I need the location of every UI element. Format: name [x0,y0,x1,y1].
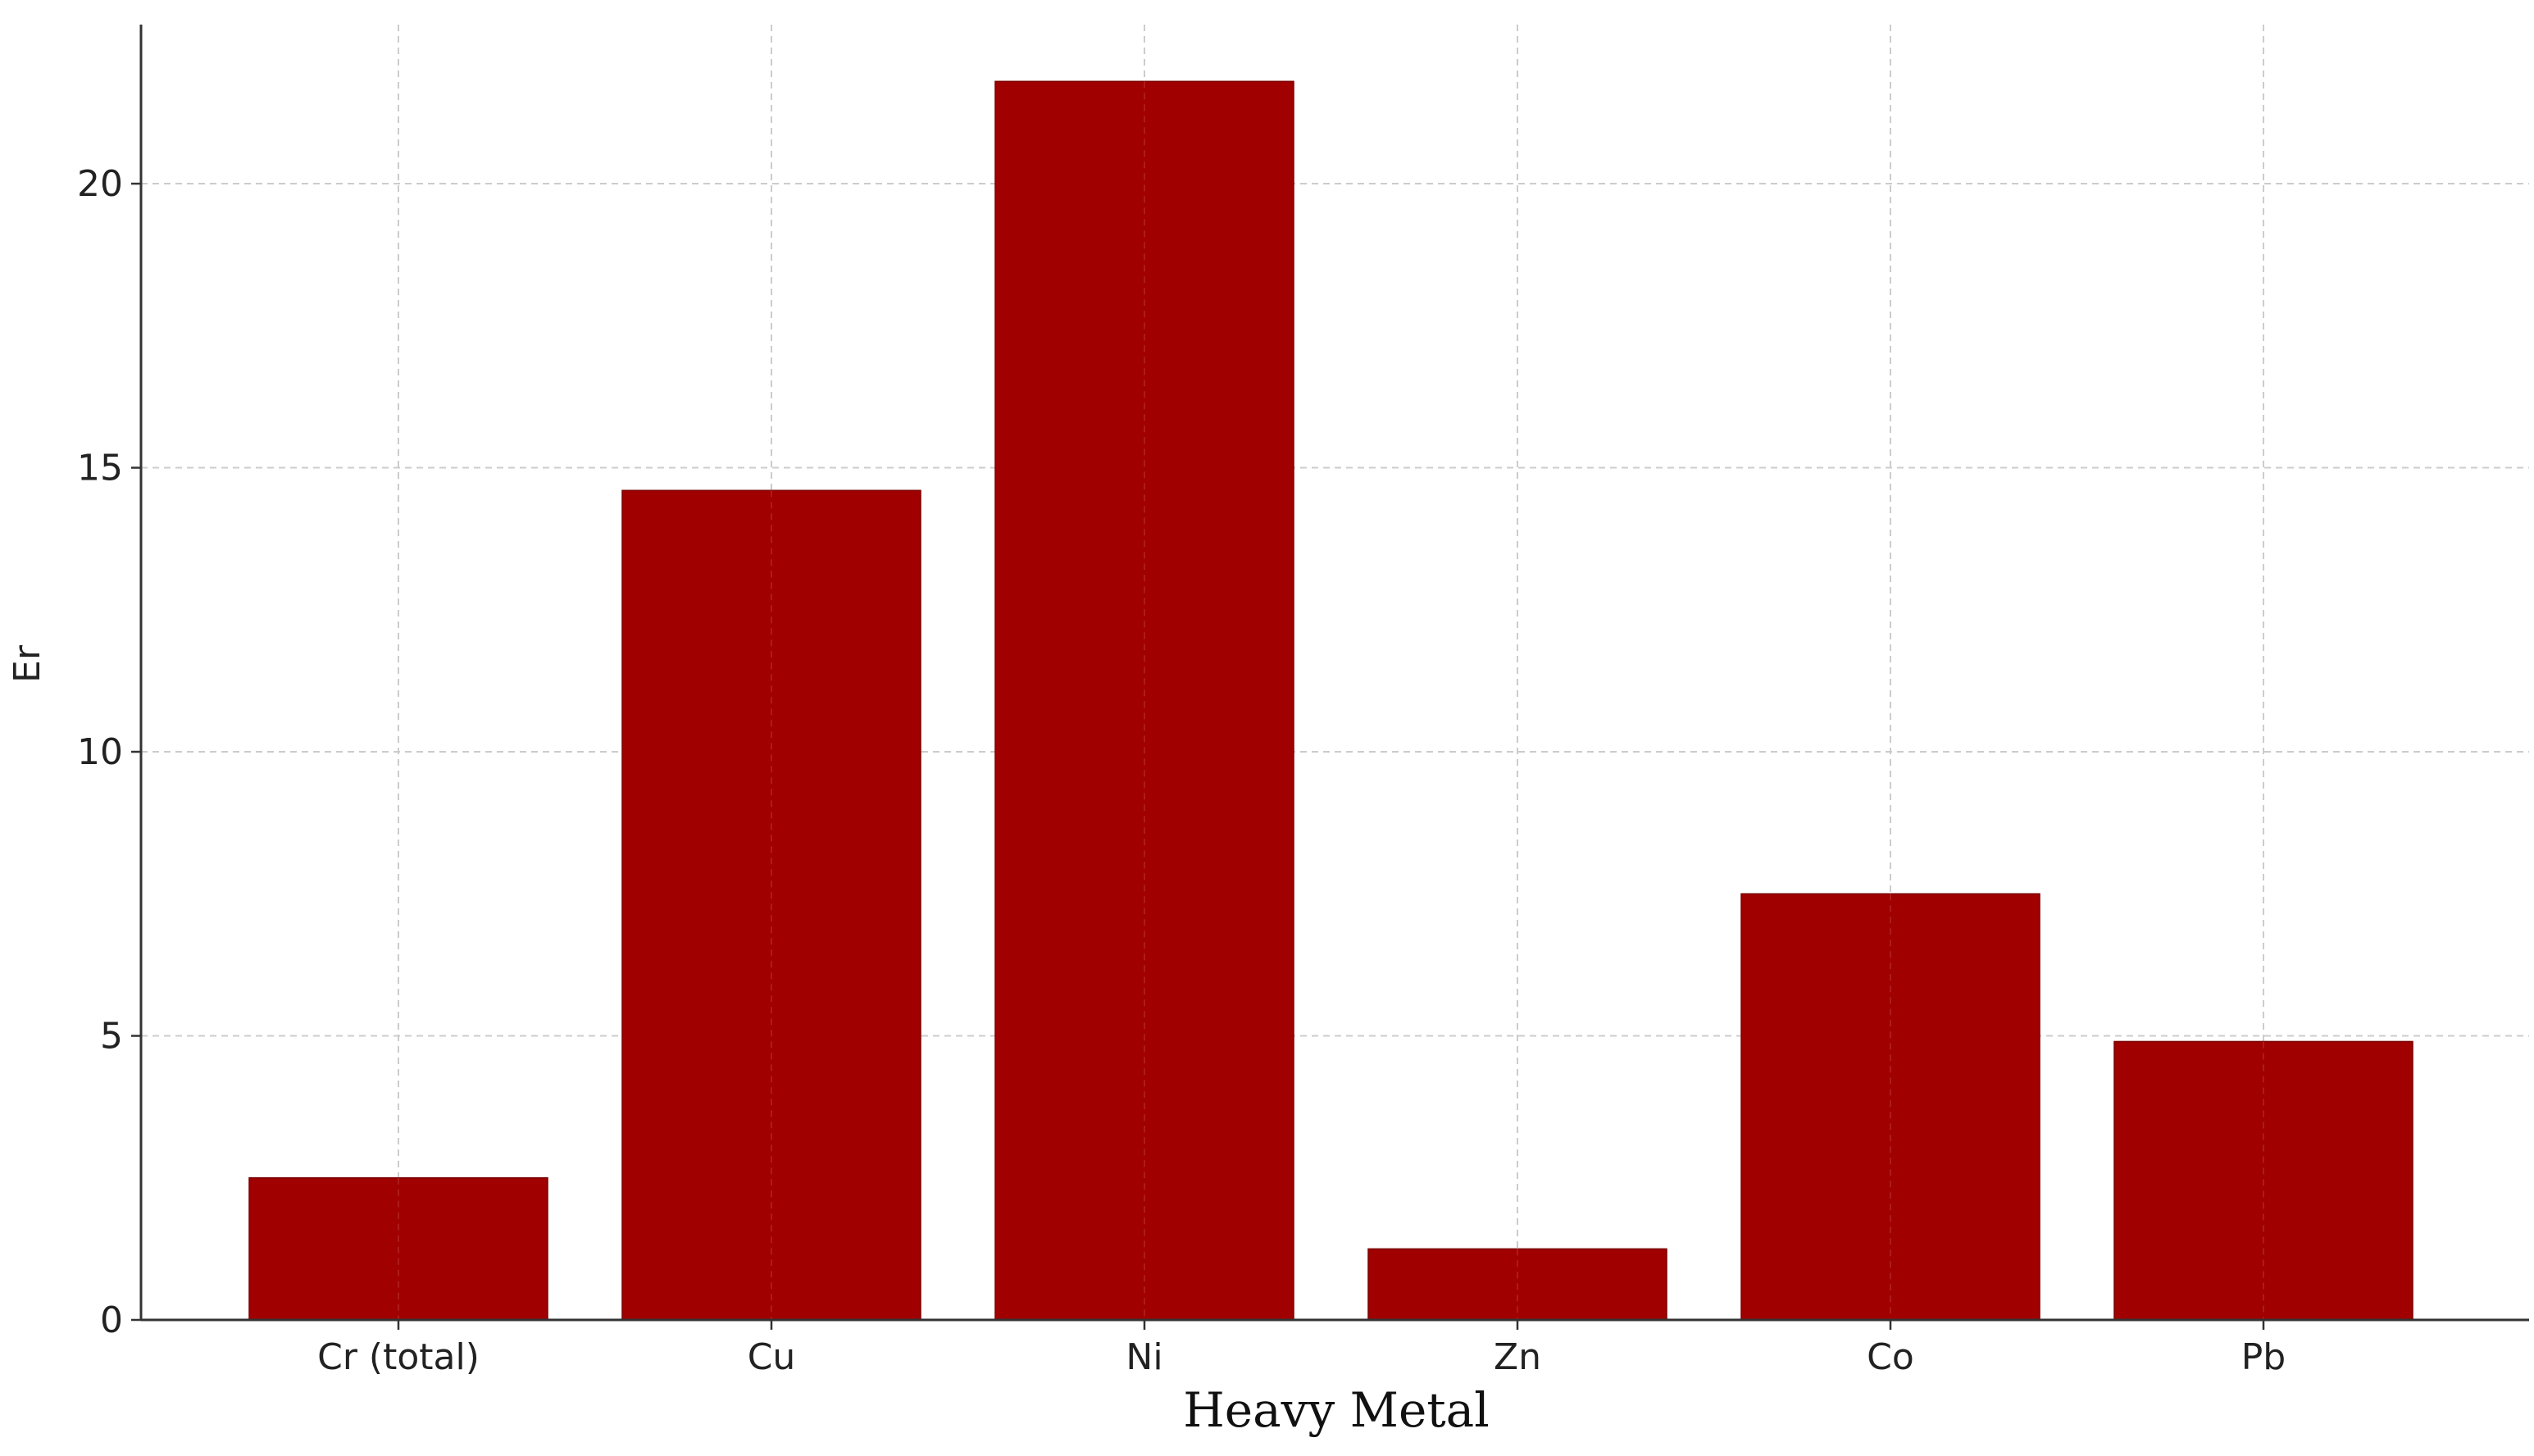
y-axis-label: Er [7,644,48,683]
x-tick-label: Ni [1126,1336,1162,1378]
x-axis-label: Heavy Metal [1183,1382,1490,1438]
axis-layer [131,25,2529,1330]
x-tick-label: Pb [2241,1336,2286,1378]
x-tick-label: Cr (total) [317,1336,480,1378]
bar-layer [248,80,2413,1321]
label-layer: Er Heavy Metal 0 5 10 15 20 Cr (total) Cu Ni Zn C… [7,163,2286,1438]
x-tick-label: Cu [748,1336,796,1378]
bar-ni [994,80,1294,1321]
y-tick-label: 0 [100,1299,123,1341]
x-tick-label: Co [1867,1336,1914,1378]
x-tick-label: Zn [1494,1336,1541,1378]
y-tick-label: 10 [77,731,123,773]
y-tick-label: 20 [77,163,123,205]
y-tick-label: 15 [77,448,123,489]
y-tick-label: 5 [100,1016,123,1058]
